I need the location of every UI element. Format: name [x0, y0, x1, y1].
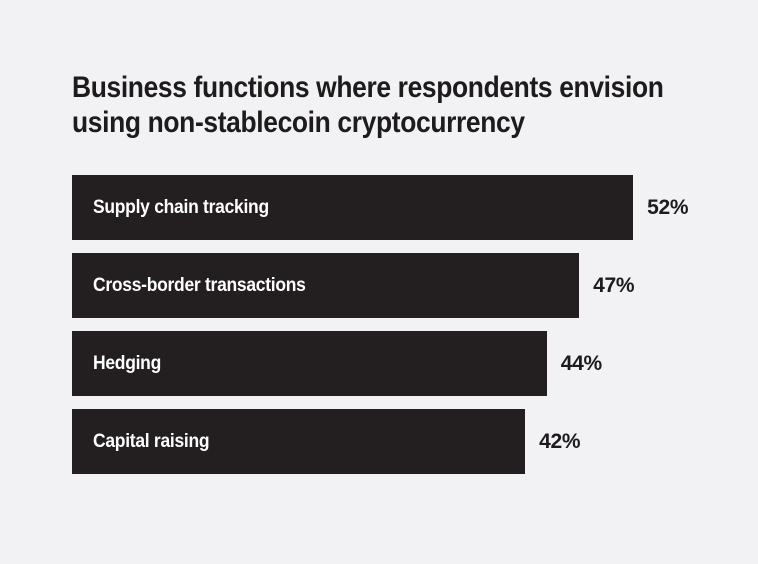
- chart-title-line2: using non-stablecoin cryptocurrency: [72, 106, 525, 139]
- bar-value: 44%: [560, 351, 602, 375]
- bar-value: 52%: [647, 195, 689, 219]
- bar-row: Cross-border transactions 47%: [72, 253, 758, 318]
- bar-value: 47%: [593, 273, 635, 297]
- bar: Supply chain tracking: [72, 175, 634, 240]
- chart-title-line1: Business functions where respondents env…: [72, 71, 664, 104]
- bar-value: 42%: [539, 429, 581, 453]
- bar-label: Cross-border transactions: [93, 274, 306, 296]
- bar-row: Supply chain tracking 52%: [72, 175, 758, 240]
- bar-label: Hedging: [93, 352, 161, 374]
- bar: Capital raising: [72, 409, 526, 474]
- chart-title: Business functions where respondents env…: [72, 70, 664, 140]
- bar-label: Supply chain tracking: [93, 196, 269, 218]
- bar-label: Capital raising: [93, 430, 210, 452]
- bar-row: Capital raising 42%: [72, 409, 758, 474]
- bar: Hedging: [72, 331, 547, 396]
- bar-row: Hedging 44%: [72, 331, 758, 396]
- bar-chart: Supply chain tracking 52% Cross-border tra…: [72, 175, 758, 487]
- bar: Cross-border transactions: [72, 253, 580, 318]
